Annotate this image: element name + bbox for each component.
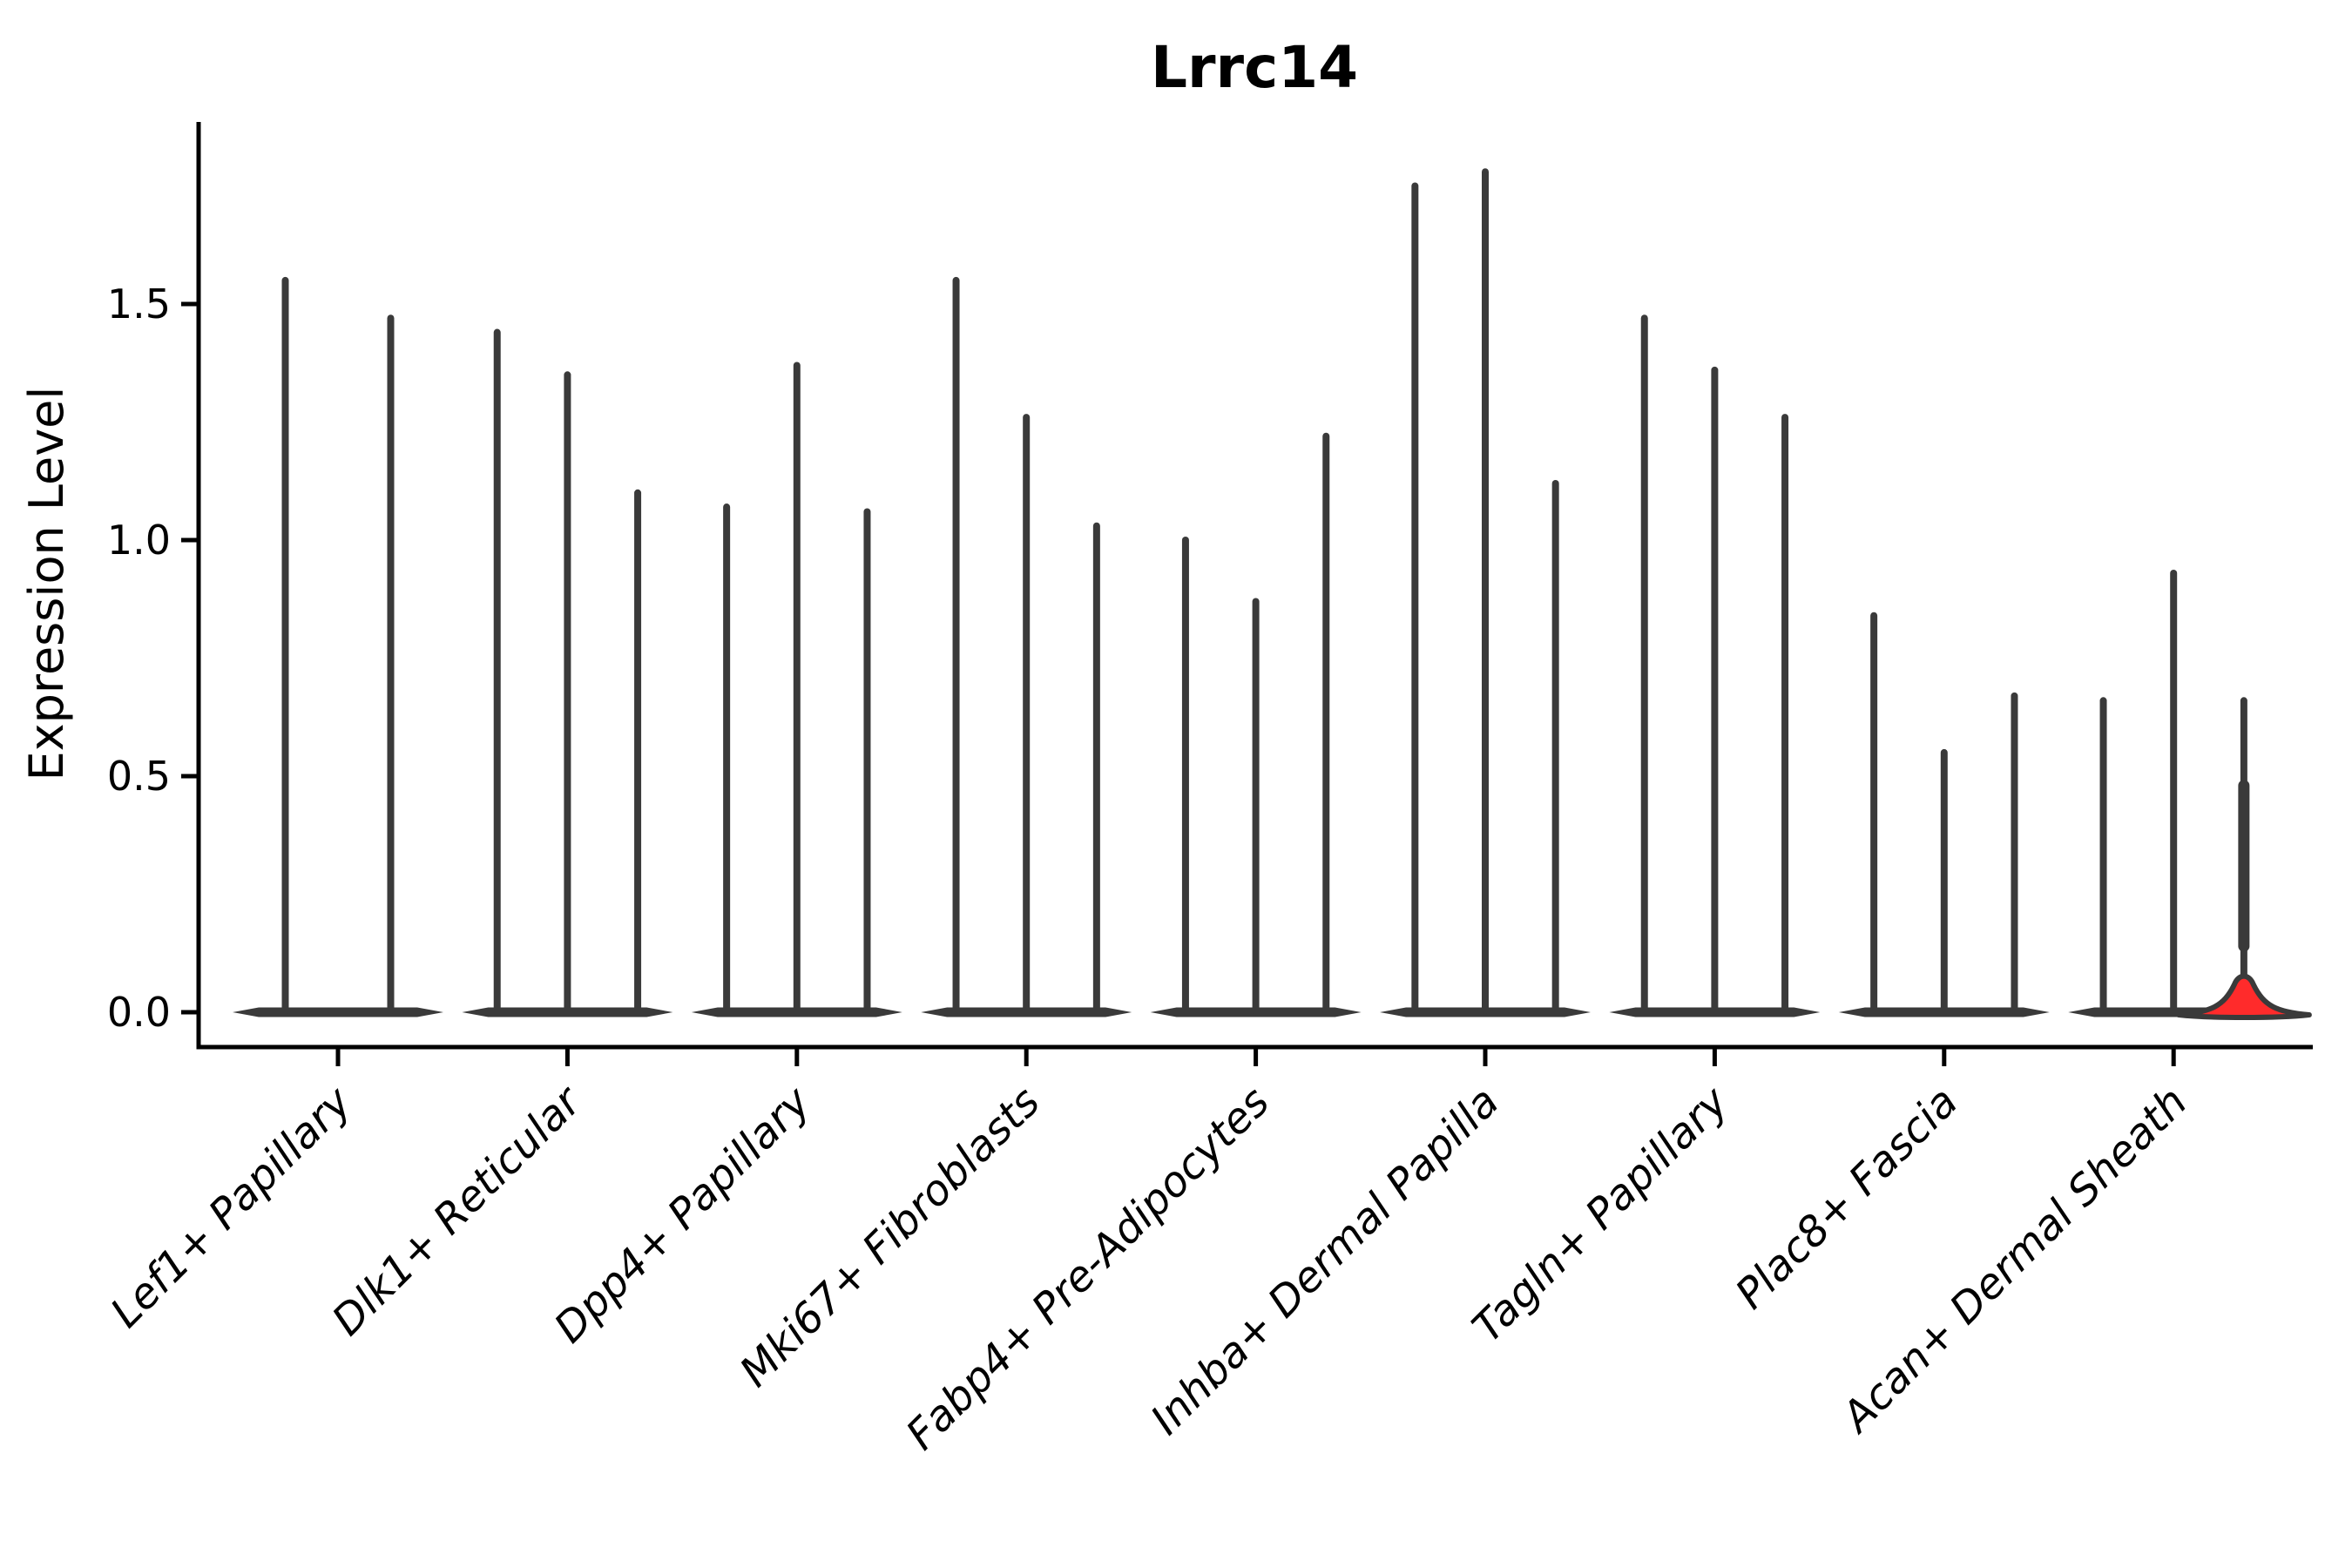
violin-group <box>921 276 1132 1017</box>
x-category-label: Tagln+ Papillary <box>1463 1077 1739 1352</box>
y-tick-label: 0.5 <box>107 753 171 800</box>
violin-group <box>691 362 902 1017</box>
x-category-label: Plac8+ Fascia <box>1727 1078 1968 1319</box>
plot-title: Lrrc14 <box>1151 34 1358 101</box>
x-category-label: Lef1+ Papillary <box>101 1077 362 1337</box>
violin-group <box>1150 432 1362 1017</box>
x-category-label: Dlk1+ Reticular <box>323 1076 593 1346</box>
y-axis-label: Expression Level <box>19 387 74 781</box>
violin-group <box>1838 612 2050 1017</box>
x-category-label: Fabp4+ Pre-Adipocytes <box>897 1078 1280 1460</box>
violin-base-strip <box>233 1007 443 1017</box>
x-category-label: Dpp4+ Papillary <box>545 1077 821 1352</box>
violin-group <box>233 276 443 1017</box>
violins-layer <box>233 168 2312 1020</box>
y-tick-label: 0.0 <box>107 989 171 1036</box>
violin-highlight-body <box>2175 973 2312 1020</box>
violin-group <box>1609 314 1821 1017</box>
y-tick-label: 1.5 <box>107 280 171 328</box>
violin-group <box>1380 168 1591 1017</box>
violin-group <box>2068 569 2312 1020</box>
y-tick-label: 1.0 <box>107 517 171 564</box>
violin-group <box>462 328 673 1017</box>
